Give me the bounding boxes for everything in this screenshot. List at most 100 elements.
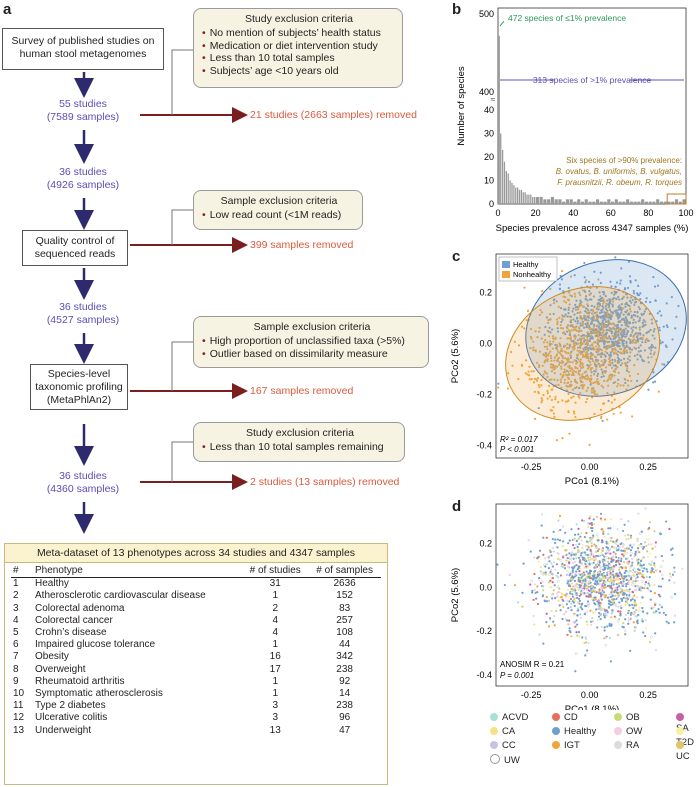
data-point-nonhealthy [617, 371, 620, 375]
data-point [615, 604, 618, 608]
data-point-nonhealthy [622, 349, 626, 352]
data-point [623, 523, 626, 526]
data-point [648, 576, 651, 579]
data-point-healthy [588, 311, 591, 314]
data-point [614, 542, 617, 545]
data-point-nonhealthy [555, 359, 559, 362]
data-point [636, 558, 639, 562]
data-point [561, 593, 565, 596]
table-row: 13 Underweight 13 47 [11, 725, 381, 737]
bar [518, 189, 521, 204]
data-point-nonhealthy [607, 363, 610, 366]
data-point-nonhealthy [563, 344, 566, 347]
data-point-healthy [545, 316, 549, 319]
data-point [612, 583, 615, 586]
data-point [600, 586, 604, 589]
data-point-nonhealthy [616, 385, 619, 388]
data-point-nonhealthy [583, 355, 586, 358]
x-tick-label: 0.00 [581, 462, 599, 472]
data-point [617, 561, 620, 564]
data-point [627, 562, 630, 565]
bar [588, 201, 592, 204]
data-point [625, 582, 628, 586]
data-point-healthy [573, 313, 576, 316]
data-point [531, 591, 534, 594]
data-point-nonhealthy [579, 316, 582, 320]
data-point-nonhealthy [579, 360, 582, 363]
data-point [620, 597, 623, 600]
data-point-nonhealthy [529, 346, 532, 350]
data-point [563, 564, 566, 567]
data-point-healthy [611, 361, 614, 364]
bar [539, 196, 543, 204]
data-point [545, 595, 548, 599]
data-point [585, 652, 588, 655]
data-point [555, 563, 559, 566]
data-point [633, 599, 636, 602]
data-point-nonhealthy [596, 335, 600, 338]
data-point-healthy [615, 311, 618, 315]
data-point-nonhealthy [619, 411, 622, 414]
data-point [639, 559, 643, 563]
data-point-healthy [599, 271, 602, 274]
data-point [622, 596, 625, 599]
data-point-nonhealthy [546, 397, 549, 400]
data-point-nonhealthy [596, 377, 599, 381]
data-point-nonhealthy [569, 360, 572, 364]
legend-label: CA [502, 726, 516, 737]
data-point-nonhealthy [610, 366, 614, 369]
data-point-healthy [572, 307, 575, 310]
data-point-nonhealthy [621, 362, 624, 365]
data-point [641, 619, 644, 623]
data-point [604, 643, 608, 647]
data-point-nonhealthy [553, 378, 556, 381]
header-cell: # of samples [316, 565, 373, 576]
bar [682, 199, 686, 204]
data-point [606, 596, 610, 599]
data-point-nonhealthy [577, 305, 580, 308]
data-point [615, 559, 618, 563]
data-point [576, 614, 579, 617]
data-point [590, 544, 593, 548]
data-point-nonhealthy [577, 358, 580, 361]
data-point [575, 619, 578, 622]
highlight-box [666, 193, 687, 205]
data-point [669, 575, 672, 578]
data-point-healthy [609, 280, 612, 283]
data-point-nonhealthy [604, 347, 607, 350]
data-point-healthy [626, 329, 629, 332]
data-point-nonhealthy [580, 304, 583, 307]
data-point [552, 546, 555, 550]
data-point-healthy [644, 320, 647, 323]
data-point-nonhealthy [561, 399, 564, 402]
data-point-healthy [642, 359, 646, 363]
data-point-healthy [592, 323, 596, 326]
data-point-nonhealthy [560, 362, 563, 365]
data-point [596, 539, 599, 542]
data-point-healthy [620, 303, 623, 306]
data-point-nonhealthy [538, 385, 541, 389]
data-point [552, 530, 555, 533]
data-point-nonhealthy [579, 376, 582, 380]
data-point-nonhealthy [561, 437, 564, 440]
data-point-nonhealthy [507, 372, 510, 375]
legend-swatch [490, 727, 498, 735]
data-point [604, 562, 607, 566]
data-point [571, 576, 574, 579]
data-point [603, 586, 606, 589]
data-point-healthy [600, 351, 604, 355]
bar [524, 192, 526, 204]
data-point [564, 618, 567, 621]
data-point-nonhealthy [603, 300, 606, 303]
data-point [595, 580, 599, 584]
data-point-healthy [612, 364, 615, 367]
data-point [647, 582, 650, 585]
data-point [658, 595, 662, 598]
criteria-item: Low read count (<1M reads) [202, 209, 356, 222]
data-point-healthy [622, 357, 626, 360]
data-point-nonhealthy [620, 347, 623, 351]
data-point-nonhealthy [530, 337, 533, 340]
data-point [547, 625, 551, 628]
data-point [554, 597, 557, 600]
data-point [576, 634, 579, 637]
